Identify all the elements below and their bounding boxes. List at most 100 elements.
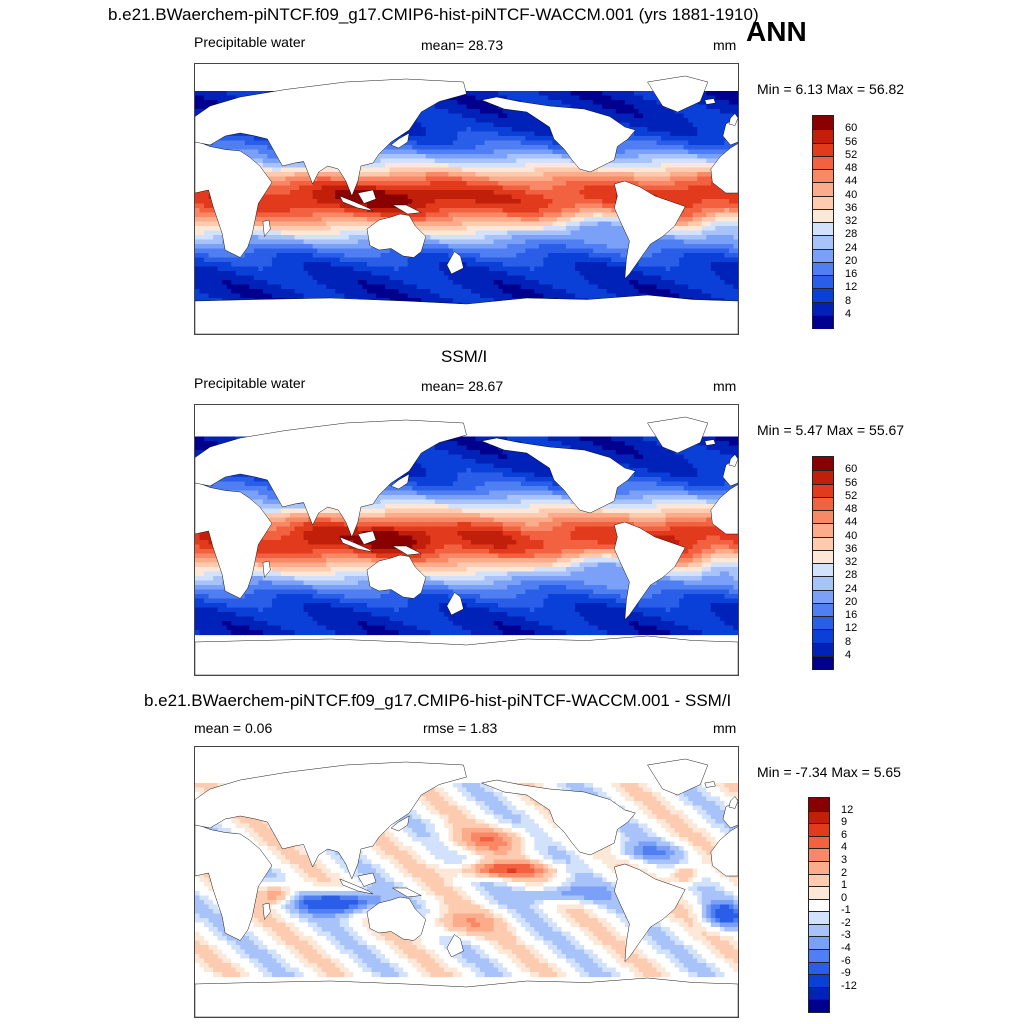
panel3-minmax: Min = -7.34 Max = 5.65 [757, 764, 901, 780]
colorbar-label: 2 [841, 866, 848, 879]
colorbar-label: -12 [841, 979, 857, 992]
colorbar-swatch [813, 155, 833, 170]
panel2-colorbar: 60 56 52 48 44 40 36 32 28 24 20 16 12 8 4 [812, 456, 857, 670]
colorbar-swatch [813, 142, 833, 157]
colorbar-swatch [813, 470, 833, 484]
colorbar-swatch [809, 810, 829, 824]
colorbar-label: 36 [845, 201, 858, 214]
colorbar-swatch [809, 974, 829, 988]
colorbar-label: 20 [845, 254, 858, 267]
colorbar-label: 4 [841, 841, 848, 854]
colorbar-label: 60 [845, 463, 858, 476]
colorbar-swatch [809, 873, 829, 887]
season-label: ANN [746, 16, 807, 47]
colorbar-swatch [813, 523, 833, 537]
colorbar-label: 56 [845, 476, 858, 489]
colorbar-swatch [813, 589, 833, 604]
colorbar-label: -6 [841, 954, 851, 967]
colorbar-swatch [809, 823, 829, 837]
colorbar-label: 40 [845, 188, 858, 201]
colorbar-label: 1 [841, 879, 848, 892]
colorbar-label: 56 [845, 135, 858, 148]
colorbar-label: -4 [841, 942, 851, 955]
colorbar-label: -2 [841, 916, 851, 929]
colorbar-swatch [813, 116, 833, 130]
colorbar-swatch [813, 314, 833, 329]
colorbar-label: 16 [845, 268, 858, 280]
colorbar-label: 36 [845, 542, 858, 555]
colorbar-label: -3 [841, 929, 851, 942]
colorbar-swatch [813, 457, 833, 471]
colorbar-label: -9 [841, 967, 851, 980]
land-mask [195, 417, 738, 675]
colorbar-swatch [813, 576, 833, 590]
colorbar-swatch [809, 999, 829, 1013]
colorbar-label: 32 [845, 215, 858, 227]
colorbar-label: 16 [845, 609, 858, 621]
colorbar-label: 6 [841, 828, 848, 841]
colorbar-label: 8 [845, 635, 852, 648]
panel2-units: mm [713, 378, 737, 394]
colorbar-label: 4 [845, 648, 852, 661]
colorbar-swatch [809, 886, 829, 900]
colorbar-swatch [809, 898, 829, 912]
colorbar-label: 4 [845, 307, 852, 320]
panel2-mean: mean= 28.67 [421, 378, 504, 394]
colorbar-swatch [809, 986, 829, 1000]
colorbar-label: 52 [845, 489, 858, 502]
colorbar-label: -1 [841, 904, 851, 917]
colorbar-label: 24 [845, 582, 858, 595]
colorbar-swatch [809, 911, 829, 925]
colorbar-label: 44 [845, 516, 858, 529]
panel2-map [194, 404, 739, 676]
panel1-map [194, 63, 739, 335]
panel2-map-svg [195, 405, 738, 675]
colorbar-swatch [813, 549, 833, 564]
panel2-variable-label: Precipitable water [194, 375, 306, 391]
colorbar-label: 28 [845, 569, 858, 582]
colorbar-label: 0 [841, 891, 848, 904]
panel2-minmax: Min = 5.47 Max = 55.67 [757, 422, 905, 438]
colorbar-swatch [813, 261, 833, 276]
colorbar-label: 40 [845, 529, 858, 542]
panel3-map [194, 746, 739, 1018]
colorbar-swatch [813, 129, 833, 143]
colorbar-label: 32 [845, 556, 858, 568]
colorbar-swatch [809, 848, 829, 862]
colorbar-swatch [813, 208, 833, 223]
colorbar-label: 12 [841, 803, 854, 816]
panel1-variable-label: Precipitable water [194, 34, 306, 50]
colorbar-swatch [809, 835, 829, 849]
colorbar-swatch [813, 288, 833, 302]
panel3-rmse: rmse = 1.83 [423, 720, 498, 736]
colorbar-label: 60 [845, 122, 858, 135]
colorbar-swatch [813, 563, 833, 577]
colorbar-swatch [813, 602, 833, 617]
colorbar-swatch [809, 961, 829, 975]
panel1-mean: mean= 28.73 [421, 37, 504, 53]
colorbar-swatch [813, 222, 833, 236]
colorbar-swatch [813, 483, 833, 498]
land-mask [195, 759, 738, 1017]
colorbar-swatch [809, 949, 829, 963]
panel2-title: SSM/I [441, 347, 488, 366]
panel3-title: b.e21.BWaerchem-piNTCF.f09_g17.CMIP6-his… [144, 691, 732, 710]
panel1-colorbar: 60 56 52 48 44 40 36 32 28 24 20 16 12 8 4 [812, 115, 857, 329]
panel1-minmax: Min = 6.13 Max = 56.82 [757, 81, 905, 97]
colorbar-swatch [813, 496, 833, 511]
colorbar-swatch [813, 655, 833, 670]
colorbar-label: 3 [841, 853, 848, 866]
colorbar-label: 8 [845, 294, 852, 307]
colorbar-swatch [813, 629, 833, 643]
colorbar-label: 44 [845, 175, 858, 188]
colorbar-label: 52 [845, 148, 858, 161]
colorbar-swatch [809, 936, 829, 950]
panel3-colorbar: 12 9 6 4 3 2 1 0 -1 -2 -3 -4 -6 -9 -12 [808, 797, 857, 1013]
colorbar-label: 12 [845, 622, 858, 635]
colorbar-swatch [813, 248, 833, 263]
colorbar-swatch [813, 182, 833, 196]
colorbar-swatch [813, 301, 833, 316]
colorbar-swatch [813, 616, 833, 630]
panel3-units: mm [713, 720, 737, 736]
colorbar-swatch [813, 195, 833, 210]
